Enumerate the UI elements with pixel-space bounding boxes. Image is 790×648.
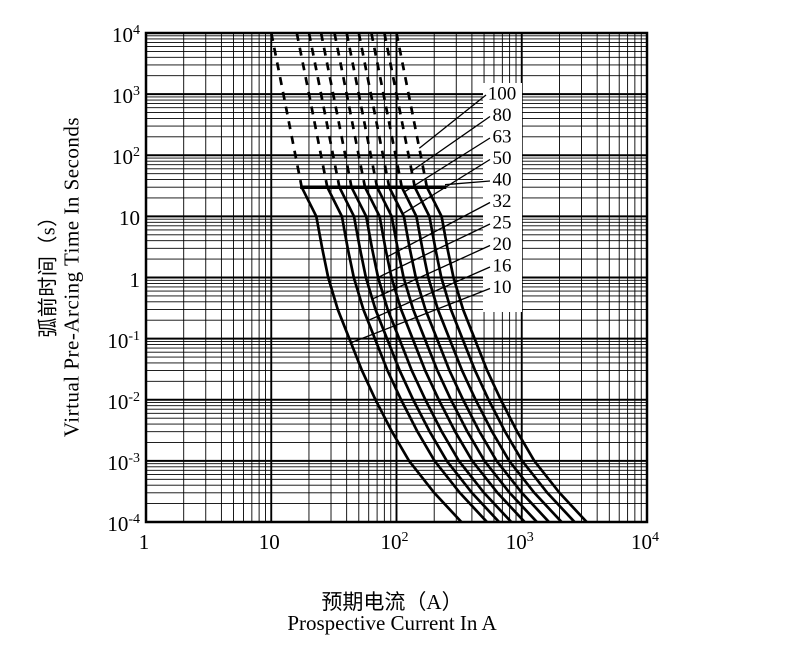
curve-solid-50a [387,186,550,522]
curve-label-10a: 10 [493,277,512,298]
y-tick-label: 103 [112,84,140,109]
x-tick-label: 102 [380,530,409,554]
curve-label-32a: 32 [493,191,512,212]
curve-solid-25a [350,186,513,522]
leader-line-32a [387,201,491,258]
y-tick-label: 1 [129,267,141,292]
curve-dashed-16a [295,33,329,188]
curve-solid-32a [363,186,526,522]
y-tick-label: 102 [112,145,140,170]
curve-dashed-50a [357,33,391,188]
leader-line-63a [403,137,491,193]
log-grid [145,32,648,523]
curve-label-50a: 50 [493,148,512,169]
y-axis-title-zh: 弧前时间（s） [37,206,60,338]
x-tick-label: 10 [258,530,280,554]
curve-solid-100a [425,186,588,522]
x-tick-label: 103 [505,530,534,554]
curve-solid-63a [400,186,563,522]
leader-line-100a [418,94,487,149]
x-axis-title-en: Prospective Current In A [287,611,497,635]
curve-dashed-20a [307,33,341,188]
x-tick-label: 104 [631,530,659,554]
y-tick-label: 104 [112,23,140,47]
curve-dashed-40a [345,33,379,188]
leader-line-40a [444,180,491,186]
y-tick-label: 10-3 [107,450,140,475]
x-tick-label: 1 [138,530,150,554]
curve-dashed-10a [269,33,304,188]
curve-bundle [269,33,588,522]
curve-dashed-100a [395,33,429,188]
plot-frame [144,31,649,524]
y-tick-label: 10-4 [107,512,140,536]
leader-line-10a [350,287,491,344]
curve-solid-80a [413,186,576,522]
y-tick-label: 10-1 [107,328,140,353]
curve-label-20a: 20 [493,234,512,255]
x-axis-title-zh: 预期电流（A） [321,590,463,614]
curve-label-box [483,83,522,312]
leader-line-50a [402,158,491,215]
curve-dashed-25a [319,33,353,188]
leader-line-20a [372,244,491,300]
curve-dashed-80a [383,33,417,188]
curve-solid-20a [338,186,501,522]
curve-label-25a: 25 [493,213,512,234]
curve-dashed-32a [333,33,367,188]
curve-label-40a: 40 [493,170,512,191]
curve-solid-40a [375,186,538,522]
y-tick-label: 10-2 [107,389,140,414]
y-tick-label: 10 [119,206,140,231]
curve-solid-10a [300,186,463,522]
leader-line-80a [411,115,491,172]
curve-label-80a: 80 [493,105,512,126]
curve-dashed-63a [370,33,404,188]
leader-line-25a [377,223,491,279]
curve-label-100a: 100 [488,84,517,105]
curve-label-16a: 16 [493,256,512,277]
leader-lines [350,94,491,344]
curve-solid-16a [326,186,488,522]
curve-label-63a: 63 [493,127,512,148]
leader-line-16a [368,266,491,321]
